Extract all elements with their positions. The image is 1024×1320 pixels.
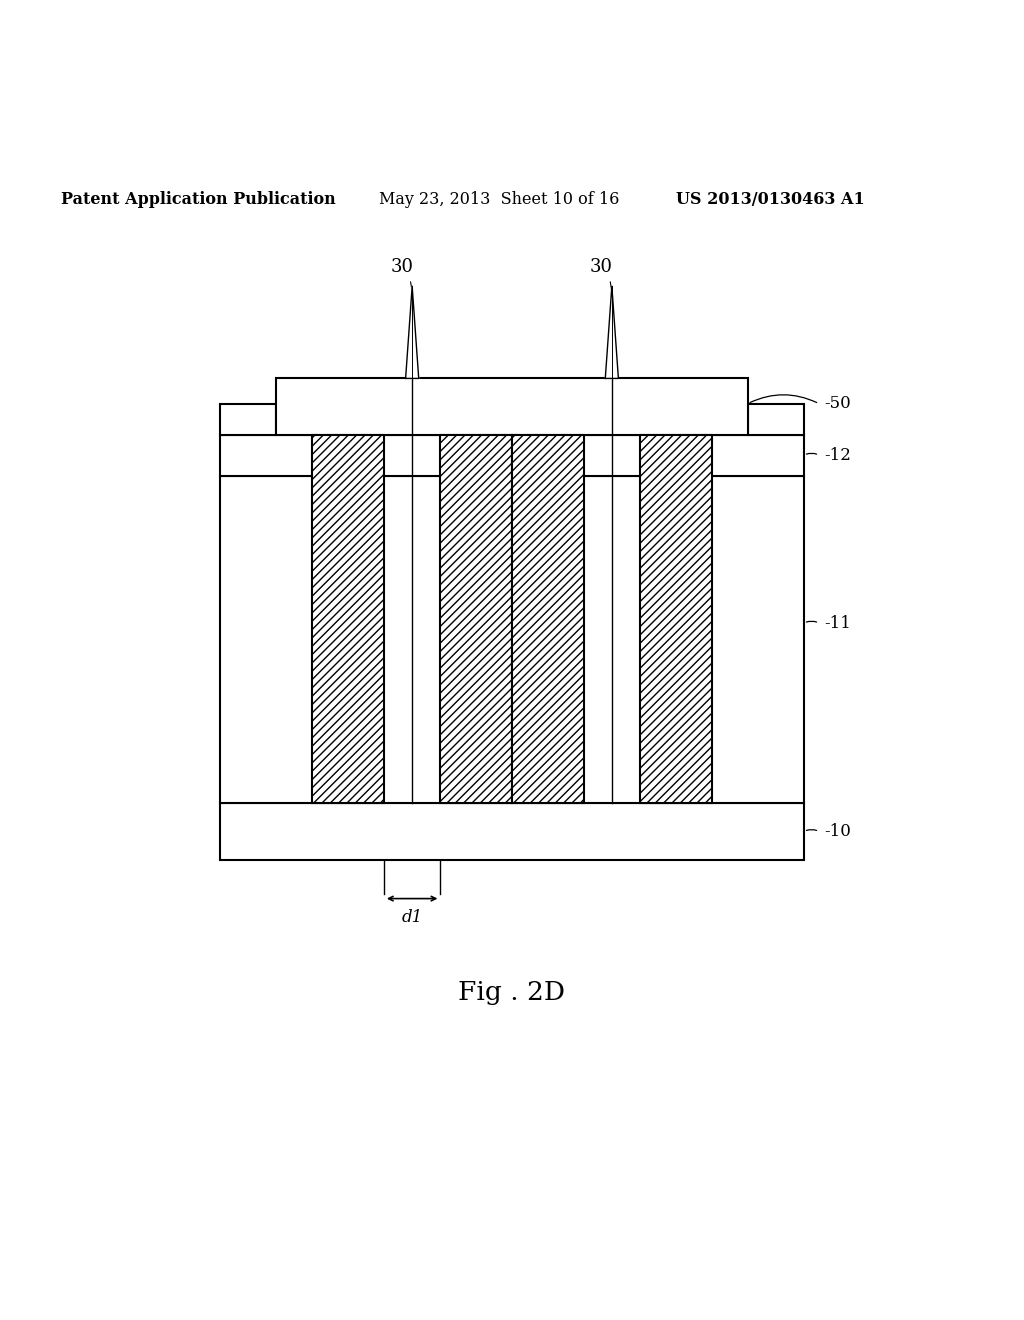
Text: May 23, 2013  Sheet 10 of 16: May 23, 2013 Sheet 10 of 16 [379,191,620,209]
Text: d1: d1 [401,909,423,925]
Bar [276,379,748,434]
Text: 30: 30 [590,257,613,276]
Text: -50: -50 [824,395,851,412]
Text: Fig . 2D: Fig . 2D [459,981,565,1006]
Text: Patent Application Publication: Patent Application Publication [61,191,336,209]
Polygon shape [406,286,419,379]
Text: 30: 30 [390,257,414,276]
Text: US 2013/0130463 A1: US 2013/0130463 A1 [676,191,864,209]
Text: -12: -12 [824,446,851,463]
Bar [220,475,804,804]
Bar [512,434,584,804]
Bar [220,404,276,434]
Bar [440,434,512,804]
Polygon shape [605,286,618,379]
Text: -11: -11 [824,615,851,632]
Text: -10: -10 [824,824,851,840]
Bar [220,804,804,859]
Bar [640,434,712,804]
Bar [220,434,804,475]
Bar [312,434,384,804]
Bar [748,404,804,434]
